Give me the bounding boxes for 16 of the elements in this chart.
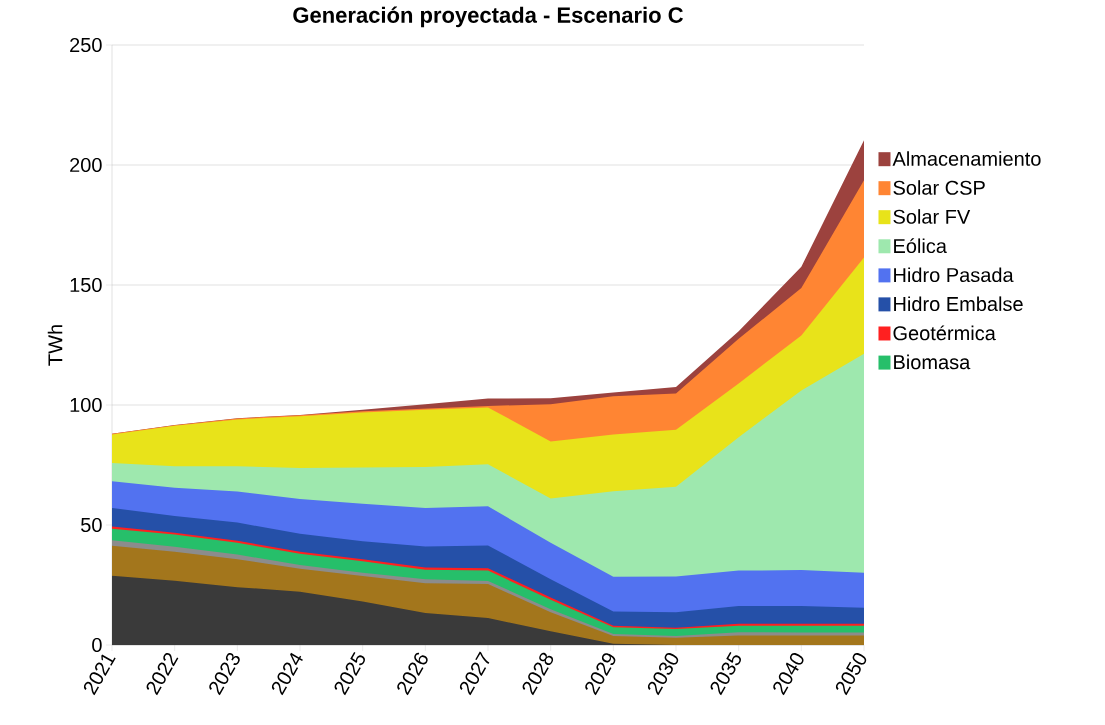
y-tick-label: 250 bbox=[70, 37, 102, 53]
y-tick-label: 0 bbox=[92, 637, 102, 653]
y-tick-label: 150 bbox=[70, 277, 102, 293]
y-tick-label: 200 bbox=[70, 157, 102, 173]
legend-label: Hidro Pasada bbox=[894, 267, 1014, 283]
legend-label: Biomasa bbox=[894, 354, 971, 370]
legend-label: Almacenamiento bbox=[892, 151, 1041, 166]
y-tick-label: 50 bbox=[81, 517, 102, 533]
chart-title: Generación proyectada - Escenario C bbox=[293, 6, 684, 28]
y-axis-title: TWh bbox=[47, 325, 63, 366]
legend-label: Solar FV bbox=[893, 209, 971, 224]
legend-label: Eólica bbox=[894, 238, 947, 254]
legend-label: Hidro Embalse bbox=[894, 296, 1023, 312]
y-tick-label: 100 bbox=[70, 397, 102, 413]
legend-label: Geotérmica bbox=[893, 325, 996, 341]
legend-label: Solar CSP bbox=[893, 180, 985, 195]
